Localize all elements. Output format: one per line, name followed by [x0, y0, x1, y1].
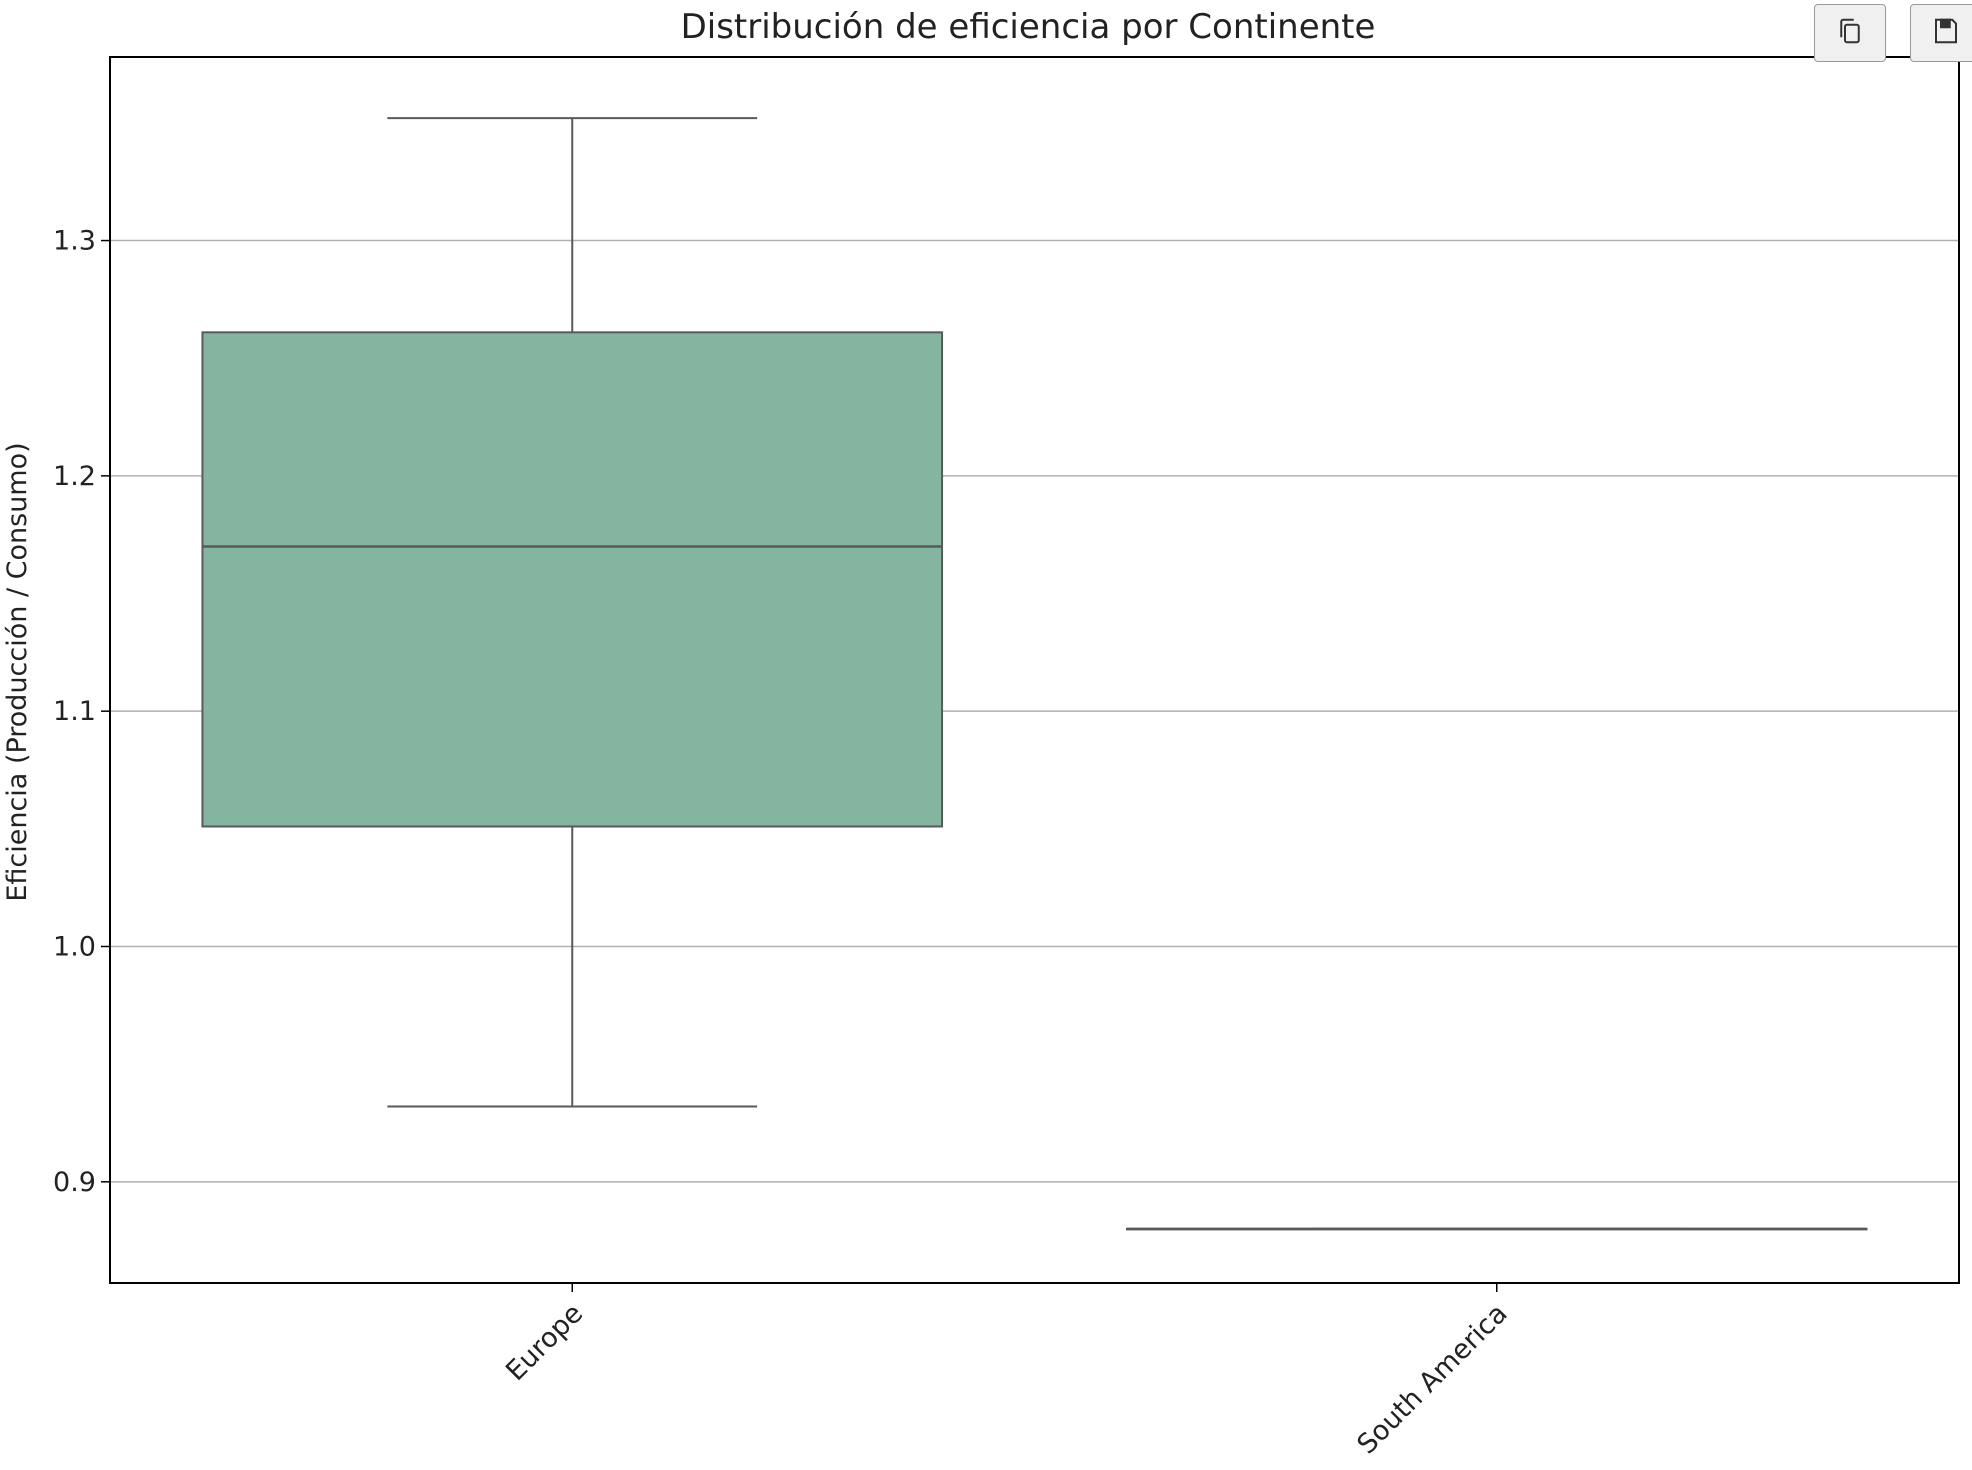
y-tick-label: 0.9	[53, 1167, 96, 1198]
save-button[interactable]	[1910, 4, 1972, 62]
x-axis-ticks: Europe South America	[500, 1283, 1514, 1460]
y-axis-ticks: 0.9 1.0 1.1 1.2 1.3	[53, 226, 110, 1198]
boxes	[201, 117, 1868, 1231]
chart-title: Distribución de eficiencia por Continent…	[681, 7, 1376, 47]
copy-icon	[1835, 16, 1865, 50]
y-axis-label: Eficiencia (Producción / Consumo)	[2, 442, 33, 901]
plot-frame	[109, 56, 1960, 1284]
y-tick-label: 1.2	[53, 461, 96, 492]
y-tick-label: 1.0	[53, 931, 96, 962]
x-tick-label: Europe	[500, 1298, 589, 1387]
y-tick-label: 1.1	[53, 696, 96, 727]
box-europe	[201, 117, 944, 1108]
iqr-box	[201, 331, 944, 828]
copy-button[interactable]	[1814, 4, 1886, 62]
save-icon	[1931, 16, 1961, 50]
x-tick-label: South America	[1351, 1298, 1513, 1460]
box-south-america	[1125, 1227, 1868, 1231]
y-tick-label: 1.3	[53, 226, 96, 257]
